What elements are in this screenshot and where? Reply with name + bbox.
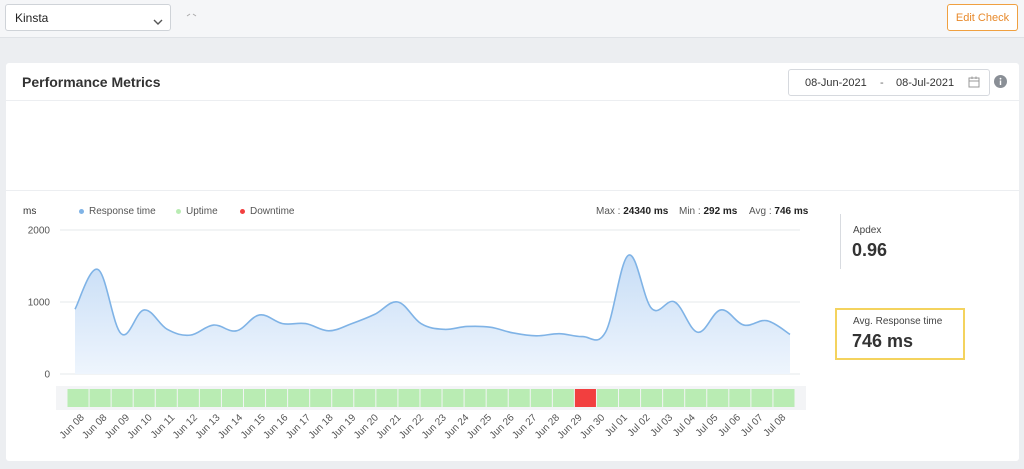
- status-cell: [596, 389, 619, 407]
- calendar-icon: [968, 76, 980, 91]
- avg-response-value: 746 ms: [852, 331, 914, 351]
- x-tick-label: Jun 30: [578, 412, 607, 441]
- status-cell: [288, 389, 310, 407]
- status-cell: [729, 389, 751, 407]
- status-cell: [111, 389, 133, 407]
- status-cell: [376, 389, 398, 407]
- status-cell: [133, 389, 155, 407]
- x-tick-label: Jul 07: [739, 412, 766, 439]
- stat-min: Min : 292 ms: [679, 206, 737, 217]
- status-cell: [243, 389, 266, 407]
- status-cell: [89, 389, 111, 407]
- status-cell: [464, 389, 486, 407]
- legend-downtime[interactable]: Downtime: [240, 206, 294, 217]
- y-axis-unit: ms: [23, 206, 37, 217]
- date-to: 08-Jul-2021: [896, 77, 955, 89]
- response-time-line: [74, 254, 791, 341]
- status-cell: [155, 389, 177, 407]
- chevron-down-icon: [153, 13, 163, 31]
- status-cell: [508, 389, 530, 407]
- stat-min-label: Min :: [679, 206, 701, 217]
- y-tick-label: 0: [44, 370, 50, 381]
- status-cell: [310, 389, 332, 407]
- stat-avg: Avg : 746 ms: [749, 206, 808, 217]
- date-range-picker[interactable]: 08-Jun-2021 - 08-Jul-2021: [788, 69, 990, 96]
- date-from: 08-Jun-2021: [805, 77, 867, 89]
- stat-min-value: 292 ms: [703, 206, 738, 217]
- avg-response-highlight: [835, 308, 965, 360]
- response-time-area: [75, 254, 790, 374]
- y-tick-label: 2000: [28, 226, 51, 237]
- status-cell: [663, 389, 685, 407]
- y-tick-label: 1000: [28, 298, 51, 309]
- status-cell: [199, 389, 221, 407]
- status-cell: [420, 389, 442, 407]
- x-tick-label: Jul 03: [648, 412, 675, 439]
- legend-uptime-label: Uptime: [186, 206, 218, 217]
- stat-avg-value: 746 ms: [774, 206, 809, 217]
- apdex-label: Apdex: [853, 225, 882, 236]
- x-tick-label: Jul 05: [694, 412, 721, 439]
- status-cell: [707, 389, 729, 407]
- status-cell: [221, 389, 243, 407]
- x-tick-label: Jun 10: [126, 412, 155, 441]
- info-icon[interactable]: [994, 75, 1007, 93]
- top-toolbar: Kinsta Edit Check: [0, 0, 1024, 38]
- stat-max-label: Max :: [596, 206, 621, 217]
- loading-icon: [186, 6, 198, 24]
- legend-downtime-label: Downtime: [250, 206, 295, 217]
- status-cell: [751, 389, 773, 407]
- status-cell: [530, 389, 552, 407]
- apdex-value: 0.96: [852, 240, 888, 260]
- status-cell: [177, 389, 199, 407]
- site-select-value: Kinsta: [15, 11, 49, 25]
- edit-check-button[interactable]: Edit Check: [947, 4, 1018, 31]
- status-cell: [685, 389, 707, 407]
- status-cell: [552, 389, 574, 407]
- legend-uptime[interactable]: Uptime: [176, 206, 218, 217]
- card-title: Performance Metrics: [22, 74, 161, 90]
- status-cell: [486, 389, 508, 407]
- downtime-dot-icon: [240, 209, 245, 214]
- divider: [6, 190, 1019, 191]
- stat-max: Max : 24340 ms: [596, 206, 668, 217]
- status-cell: [67, 389, 89, 407]
- status-cell: [266, 389, 288, 407]
- response-dot-icon: [79, 209, 84, 214]
- x-tick-label: Jul 02: [626, 412, 653, 439]
- legend-response[interactable]: Response time: [79, 206, 156, 217]
- status-cell: [641, 389, 663, 407]
- status-cell: [332, 389, 354, 407]
- x-tick-label: Jul 08: [762, 412, 789, 439]
- divider: [840, 214, 841, 269]
- legend-response-label: Response time: [89, 206, 156, 217]
- status-cell: [398, 389, 420, 407]
- date-separator: -: [880, 77, 884, 89]
- divider: [6, 100, 1019, 101]
- x-tick-label: Jul 01: [603, 412, 630, 439]
- status-cell: [773, 389, 795, 407]
- x-tick-label: Jul 04: [671, 412, 698, 439]
- x-tick-label: Jul 06: [716, 412, 743, 439]
- avg-response-label: Avg. Response time: [853, 316, 943, 327]
- uptime-dot-icon: [176, 209, 181, 214]
- stat-max-value: 24340 ms: [623, 206, 669, 217]
- status-cell: [574, 389, 596, 407]
- status-cell: [442, 389, 464, 407]
- site-select[interactable]: Kinsta: [5, 4, 171, 31]
- status-cell: [354, 389, 376, 407]
- stat-avg-label: Avg :: [749, 206, 772, 217]
- status-cell: [619, 389, 641, 407]
